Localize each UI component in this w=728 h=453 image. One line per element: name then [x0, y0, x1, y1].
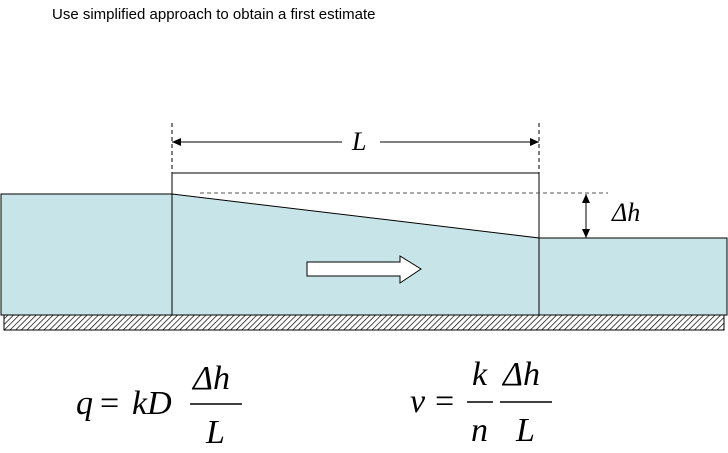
formula-v-lhs: v [410, 383, 426, 420]
formula-v-numerator: Δh [501, 356, 540, 393]
length-arrowhead-left [172, 138, 181, 146]
aquifer-box-outline [171, 172, 540, 238]
formula-v-denominator: L [515, 412, 535, 449]
formula-v-n-denominator: n [471, 412, 488, 449]
middle-water-body [171, 193, 540, 316]
length-label: L [351, 127, 366, 156]
formula-q-lhs: q [76, 385, 93, 422]
formula-v-k-numerator: k [472, 356, 488, 393]
formula-q-equals: = [100, 385, 119, 422]
formula-q-coefficient: kD [132, 385, 172, 422]
formula-v-equals: = [435, 383, 454, 420]
flow-direction-arrow [306, 255, 422, 284]
formula-v: v = k n Δh L [410, 356, 552, 449]
head-drop-arrowhead-top [582, 194, 590, 203]
caption-text: Use simplified approach to obtain a firs… [52, 6, 376, 23]
formula-q-numerator: Δh [191, 360, 230, 397]
head-drop-label: Δh [611, 198, 640, 227]
left-water-body [0, 193, 173, 316]
head-drop-arrowhead-bottom [582, 229, 590, 238]
formula-q: q = kD Δh L [76, 360, 242, 451]
length-arrowhead-right [530, 138, 539, 146]
right-water-body [538, 237, 728, 316]
ground-hatch [3, 314, 725, 331]
formula-q-denominator: L [205, 414, 225, 451]
